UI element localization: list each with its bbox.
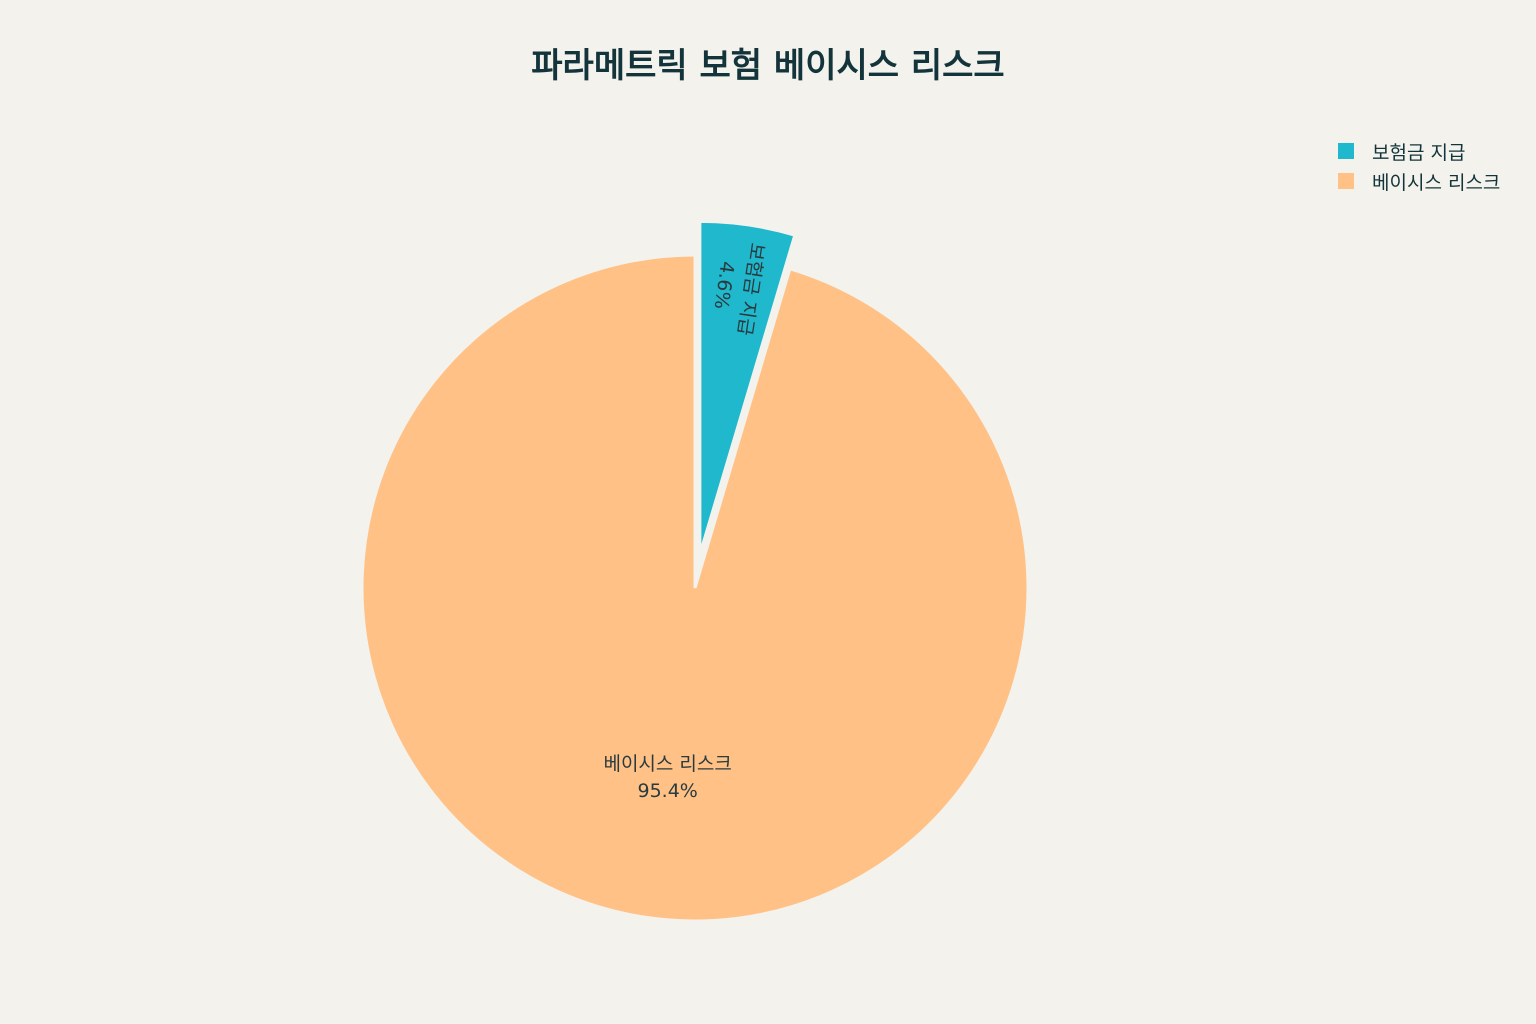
legend-label-basis-risk: 베이시스 리스크 [1372,171,1501,194]
pie-slice-payout[interactable] [698,219,797,555]
legend-label-payout: 보험금 지급 [1372,141,1466,164]
slice-label-group-basis-risk: 베이시스 리스크 95.4% [603,753,731,802]
legend-swatch-basis-risk [1338,173,1354,189]
chart-title: 파라메트릭 보험 베이시스 리스크 [531,46,1005,86]
slice-category-label-basis-risk: 베이시스 리스크 [603,753,731,775]
legend: 보험금 지급 베이시스 리스크 [1338,136,1528,196]
legend-item-basis-risk[interactable]: 베이시스 리스크 [1338,166,1528,196]
legend-swatch-payout [1338,143,1354,159]
legend-item-payout[interactable]: 보험금 지급 [1338,136,1528,166]
slice-value-label-basis-risk: 95.4% [637,780,697,802]
pie-slice-basis-risk[interactable] [360,253,1030,923]
